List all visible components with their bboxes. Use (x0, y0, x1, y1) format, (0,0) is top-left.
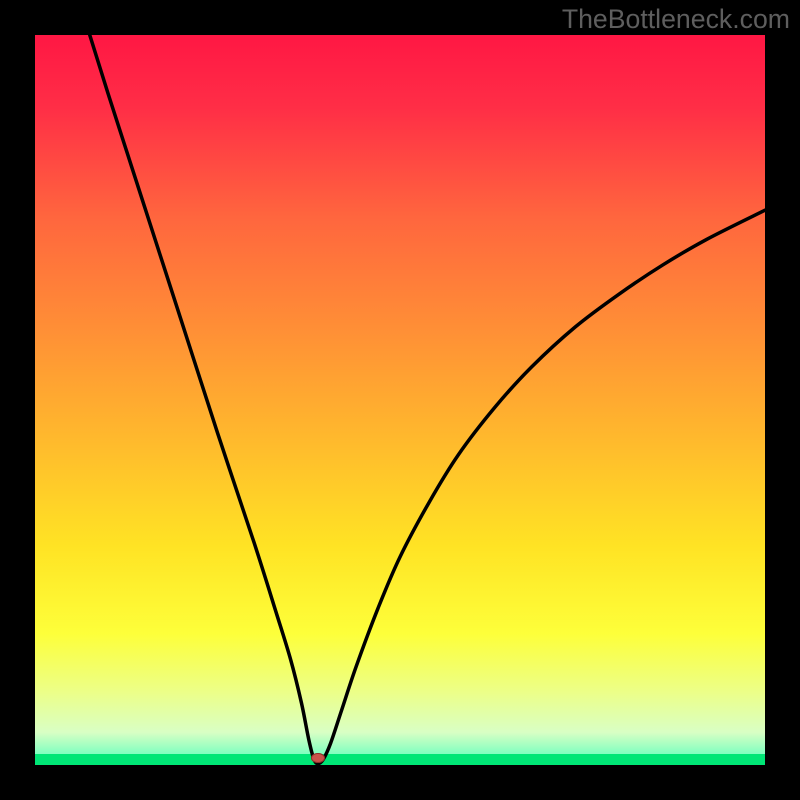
curve-svg (35, 35, 765, 765)
watermark-text: TheBottleneck.com (562, 4, 790, 35)
chart-frame: TheBottleneck.com (0, 0, 800, 800)
bottleneck-curve (90, 35, 765, 764)
plot-area (35, 35, 765, 765)
optimal-point-marker (311, 753, 325, 763)
